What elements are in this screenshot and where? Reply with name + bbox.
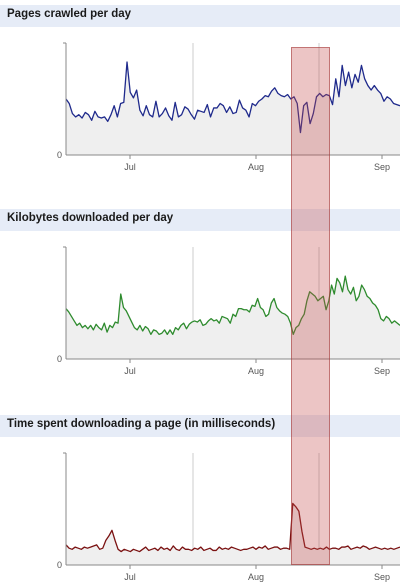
x-tick-label-jul: Jul [124,366,136,376]
y-tick-label: 0 [57,150,62,160]
chart-2-title: Kilobytes downloaded per day [7,212,174,224]
chart-1-header: Pages crawled per day [0,5,400,27]
series-line [65,502,400,553]
x-tick-label-aug: Aug [248,572,264,582]
x-tick-label-aug: Aug [248,162,264,172]
y-tick-label: 0 [57,560,62,570]
y-tick-label: 0 [57,354,62,364]
x-tick-label-sep: Sep [374,366,390,376]
chart-2-header: Kilobytes downloaded per day [0,209,400,231]
download-time-chart: 0 Jul Aug Sep [57,452,400,582]
series-area [66,276,400,359]
chart-3-header: Time spent downloading a page (in millis… [0,415,400,437]
x-tick-label-sep: Sep [374,162,390,172]
series-area [66,503,400,565]
x-tick-label-aug: Aug [248,366,264,376]
chart-3-title: Time spent downloading a page (in millis… [7,418,276,430]
series-line [65,275,400,336]
pages-crawled-chart: 0 Jul Aug Sep [57,42,400,172]
series-line [65,61,400,134]
x-tick-label-jul: Jul [124,572,136,582]
kilobytes-downloaded-chart: 0 Jul Aug Sep [57,246,400,376]
series-area [66,62,400,155]
x-tick-label-sep: Sep [374,572,390,582]
chart-1-title: Pages crawled per day [7,8,132,20]
x-tick-label-jul: Jul [124,162,136,172]
